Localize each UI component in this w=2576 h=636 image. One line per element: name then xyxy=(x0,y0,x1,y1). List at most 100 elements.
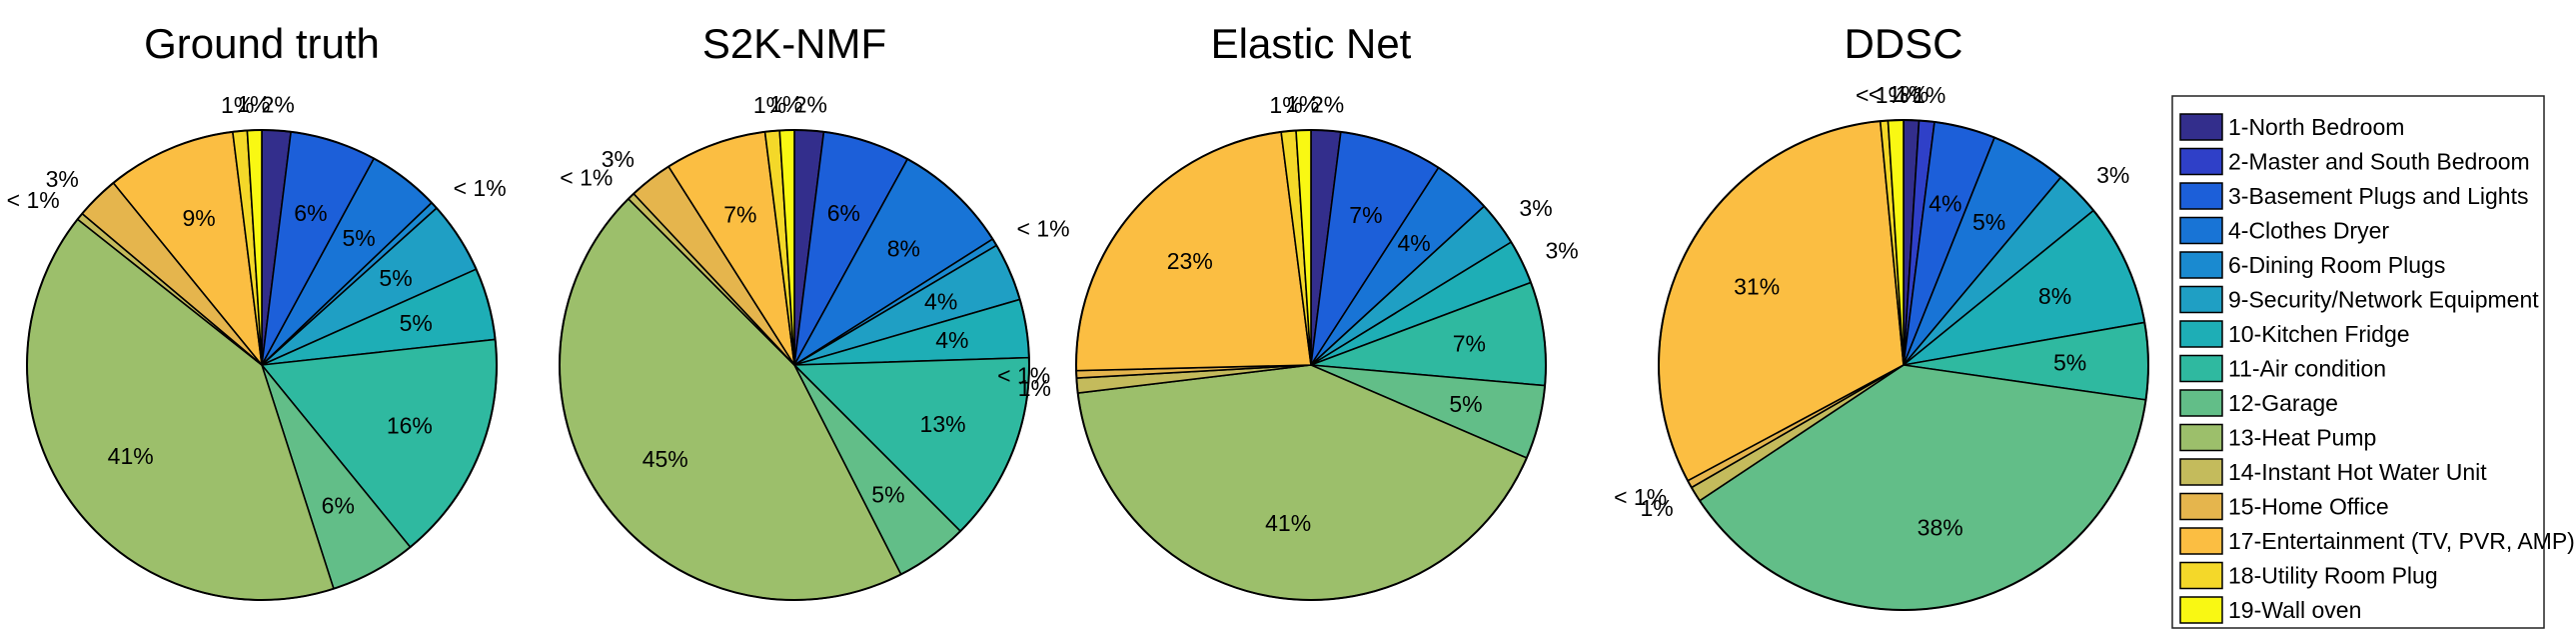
pie-data-label: 1% xyxy=(237,91,270,117)
legend-box xyxy=(2171,95,2545,629)
pie-data-label: 7% xyxy=(1453,330,1486,356)
legend-label: 3-Basement Plugs and Lights xyxy=(2228,183,2528,209)
pie-data-label: 38% xyxy=(1918,515,1963,541)
pie-data-label: 4% xyxy=(1398,230,1431,256)
pie-data-label: 1% xyxy=(1018,375,1051,401)
pie-data-label: 5% xyxy=(342,225,375,251)
legend: 1-North Bedroom 2-Master and South Bedroo… xyxy=(2171,95,2575,629)
pie-data-label: 1% xyxy=(1286,91,1319,117)
pie-data-label: 13% xyxy=(920,411,966,437)
pie-data-label: 5% xyxy=(2053,349,2086,375)
pie-data-label: < 1% xyxy=(1017,216,1070,242)
pie-data-label: 4% xyxy=(935,327,968,353)
legend-label: 11-Air condition xyxy=(2228,356,2386,382)
pie-data-label: 5% xyxy=(400,310,433,336)
pie-data-label: 1% xyxy=(753,92,786,118)
legend-swatch-12-garage xyxy=(2179,389,2223,417)
legend-swatch-6-dining-room-plugs xyxy=(2179,251,2223,279)
pie-data-label: 8% xyxy=(887,236,920,262)
pie-data-label: < 1% xyxy=(997,362,1050,388)
legend-label: 17-Entertainment (TV, PVR, AMP) xyxy=(2228,528,2575,554)
pie-outline xyxy=(559,129,1030,601)
legend-label: 19-Wall oven xyxy=(2228,597,2361,623)
legend-label: 4-Clothes Dryer xyxy=(2228,218,2389,244)
legend-swatch-2-master-and-south-bedroom xyxy=(2179,147,2223,176)
pie-data-label: 4% xyxy=(924,289,957,315)
pie-data-label: 3% xyxy=(46,166,79,192)
pie-data-label: 3% xyxy=(2096,162,2129,188)
legend-swatch-17-entertainment-tv-pvr-amp xyxy=(2179,527,2223,555)
legend-swatch-18-utility-room-plug xyxy=(2179,561,2223,590)
pie-data-label: < 1% xyxy=(7,187,60,213)
pie-data-label: 5% xyxy=(379,265,412,291)
pie-data-label: 1% xyxy=(1269,92,1302,118)
pie-data-label: 1% xyxy=(769,91,802,117)
legend-swatch-1-north-bedroom xyxy=(2179,113,2223,141)
pie-title: Ground truth xyxy=(144,20,380,67)
pie-data-label: 1% xyxy=(221,92,254,118)
legend-swatch-9-security-network-equipment xyxy=(2179,285,2223,314)
legend-swatch-19-wall-oven xyxy=(2179,596,2223,624)
pie-data-label: 1% xyxy=(1640,495,1673,521)
pie-data-label: < 1% xyxy=(454,175,507,201)
pie-title: Elastic Net xyxy=(1211,20,1412,67)
pie-data-label: 41% xyxy=(108,443,154,469)
pie-data-label: 16% xyxy=(387,413,433,439)
legend-label: 2-Master and South Bedroom xyxy=(2228,149,2530,175)
pie-data-label: 4% xyxy=(1929,191,1961,217)
pie-data-label: 1% xyxy=(1913,82,1945,108)
pie-data-label: < 1% xyxy=(1614,484,1667,510)
legend-label: 15-Home Office xyxy=(2228,494,2389,520)
pie-data-label: 6% xyxy=(294,200,327,226)
legend-label: 1-North Bedroom xyxy=(2228,114,2404,140)
pie-outline xyxy=(1658,119,2149,611)
pie-outline xyxy=(1075,129,1547,601)
pie-data-label: 2% xyxy=(794,92,827,118)
pie-data-label: 6% xyxy=(322,492,355,518)
pie-data-label: 3% xyxy=(1546,237,1579,263)
legend-swatch-11-air-condition xyxy=(2179,354,2223,383)
legend-swatch-4-clothes-dryer xyxy=(2179,216,2223,245)
pie-data-label: 5% xyxy=(871,481,904,507)
pie-data-label: 7% xyxy=(723,202,756,228)
legend-swatch-15-home-office xyxy=(2179,492,2223,521)
pie-data-label: 6% xyxy=(827,200,860,226)
legend-label: 13-Heat Pump xyxy=(2228,425,2376,451)
legend-label: 14-Instant Hot Water Unit xyxy=(2228,459,2487,485)
legend-label: 18-Utility Room Plug xyxy=(2228,563,2438,589)
pie-data-label: 3% xyxy=(1519,195,1552,221)
legend-label: 6-Dining Room Plugs xyxy=(2228,252,2445,278)
legend-label: 10-Kitchen Fridge xyxy=(2228,321,2410,347)
legend-swatch-10-kitchen-fridge xyxy=(2179,320,2223,348)
legend-swatch-14-instant-hot-water-unit xyxy=(2179,458,2223,486)
legend-label: 9-Security/Network Equipment xyxy=(2228,287,2539,313)
pie-data-label: < 1% xyxy=(560,165,613,191)
pie-data-label: 2% xyxy=(1311,92,1344,118)
pie-data-label: 8% xyxy=(2038,283,2071,309)
pie-data-label: 7% xyxy=(1349,202,1382,228)
pie-data-label: 5% xyxy=(1972,209,2005,235)
pie-data-label: < 1% xyxy=(1869,81,1922,107)
legend-label: 12-Garage xyxy=(2228,390,2338,416)
pie-data-label: 45% xyxy=(643,446,688,472)
pie-data-label: 41% xyxy=(1265,510,1311,536)
pie-data-label: 2% xyxy=(262,92,295,118)
pie-data-label: < 1% xyxy=(1856,82,1909,108)
pie-data-label: 9% xyxy=(183,205,216,231)
legend-swatch-13-heat-pump xyxy=(2179,423,2223,452)
pie-outline xyxy=(26,129,498,601)
pie-data-label: 5% xyxy=(1449,391,1482,417)
pie-title: S2K-NMF xyxy=(702,20,886,67)
legend-swatch-3-basement-plugs-and-lights xyxy=(2179,182,2223,210)
pie-title: DDSC xyxy=(1844,20,1962,67)
pie-data-label: 3% xyxy=(602,146,635,172)
pie-data-label: 1% xyxy=(1896,81,1929,107)
pie-data-label: 31% xyxy=(1734,273,1780,299)
pie-data-label: 23% xyxy=(1167,248,1213,274)
